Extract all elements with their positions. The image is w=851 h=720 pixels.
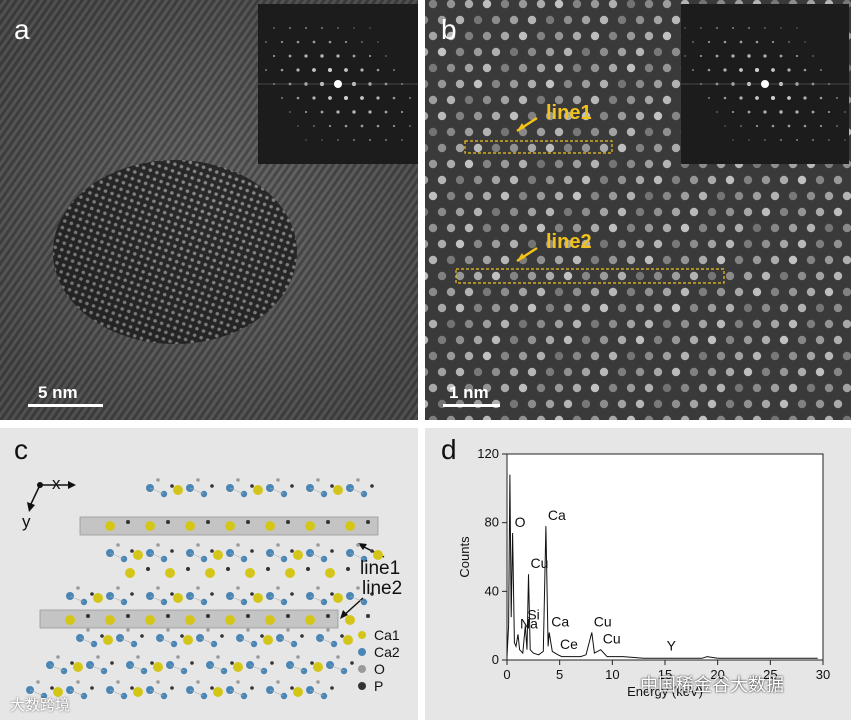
legend-swatch [358, 681, 366, 690]
spectrum-line [506, 474, 818, 659]
plot-area [506, 453, 824, 661]
legend-item: Ca1 [358, 626, 400, 643]
scale-bar-label-b: 1 nm [449, 383, 489, 402]
peak-label: Ca [551, 614, 569, 630]
fft-inset-b [681, 4, 849, 164]
peak-label: Cu [594, 614, 612, 630]
peak-label: Ce [560, 636, 578, 652]
line1-label: line1 [546, 102, 592, 124]
axis-y-label: y [22, 512, 31, 531]
panel-d-eds-spectrum: d 0 5 10 15 20 25 30 0 40 80 120 Energy (keV) Counts… [425, 428, 851, 720]
x-tick-label: 25 [763, 667, 777, 682]
panel-label-c: c [14, 434, 28, 465]
scale-bar-label-a: 5 nm [38, 383, 78, 402]
line2-box [455, 268, 725, 284]
peak-label: Cu [603, 631, 621, 647]
panel-label-a: a [14, 14, 30, 45]
legend-item: P [358, 677, 400, 694]
panel-c-crystal-structure: c x y line1 line2 Ca1 Ca2 O P [0, 428, 418, 720]
peak-label: Na [520, 615, 538, 631]
y-axis-label: Counts [457, 536, 472, 578]
legend-label: Ca1 [374, 626, 400, 643]
scale-bar-b [443, 404, 500, 407]
y-tick-label: 0 [492, 652, 499, 667]
watermark-right: 中国稀金谷大数据 [640, 675, 784, 695]
peak-label: Si [527, 607, 539, 623]
panel-label-d: d [441, 434, 457, 465]
x-tick-label: 0 [503, 667, 510, 682]
line1-label-c: line1 [360, 558, 401, 579]
scale-bar-a [28, 404, 103, 407]
axis-x-label: x [52, 474, 61, 493]
panel-a-tem-image: a 5 nm [0, 0, 418, 420]
y-tick-label: 40 [485, 583, 499, 598]
peak-label: Y [667, 638, 677, 654]
panel-b-tem-image: b line1 line2 1 nm [425, 0, 851, 420]
line-overlays-b [455, 116, 725, 284]
legend-swatch [358, 647, 366, 656]
axis-indicator [27, 481, 76, 512]
y-tick-label: 80 [485, 515, 499, 530]
x-tick-label: 15 [658, 667, 672, 682]
line1-box [464, 140, 613, 154]
crystal-structure-diagram [26, 478, 385, 700]
x-tick-label: 5 [556, 667, 563, 682]
peak-label: Ca [548, 507, 566, 523]
legend-label: Ca2 [374, 643, 400, 660]
atom-legend: Ca1 Ca2 O P [358, 626, 400, 694]
watermark-left: 大数跨境 [10, 697, 71, 714]
legend-label: O [374, 660, 385, 677]
peak-label: O [515, 514, 526, 530]
legend-swatch [358, 630, 366, 639]
x-axis-label: Energy (keV) [627, 684, 703, 699]
x-tick-label: 20 [710, 667, 724, 682]
legend-item: O [358, 660, 400, 677]
legend-swatch [358, 664, 366, 673]
peak-label: Cu [530, 555, 548, 571]
fft-pattern-b [681, 4, 849, 164]
y-tick-label: 120 [477, 446, 499, 461]
panel-label-b: b [441, 14, 457, 45]
eds-chart: 0 5 10 15 20 25 30 0 40 80 120 Energy (keV) Counts O C… [457, 446, 830, 699]
fft-pattern-a [258, 4, 418, 164]
legend-item: Ca2 [358, 643, 400, 660]
fft-inset-a [258, 4, 418, 164]
x-tick-label: 10 [605, 667, 619, 682]
line2-label-c: line2 [362, 578, 403, 599]
legend-label: P [374, 677, 384, 694]
line2-label: line2 [546, 231, 592, 253]
x-tick-label: 30 [816, 667, 830, 682]
